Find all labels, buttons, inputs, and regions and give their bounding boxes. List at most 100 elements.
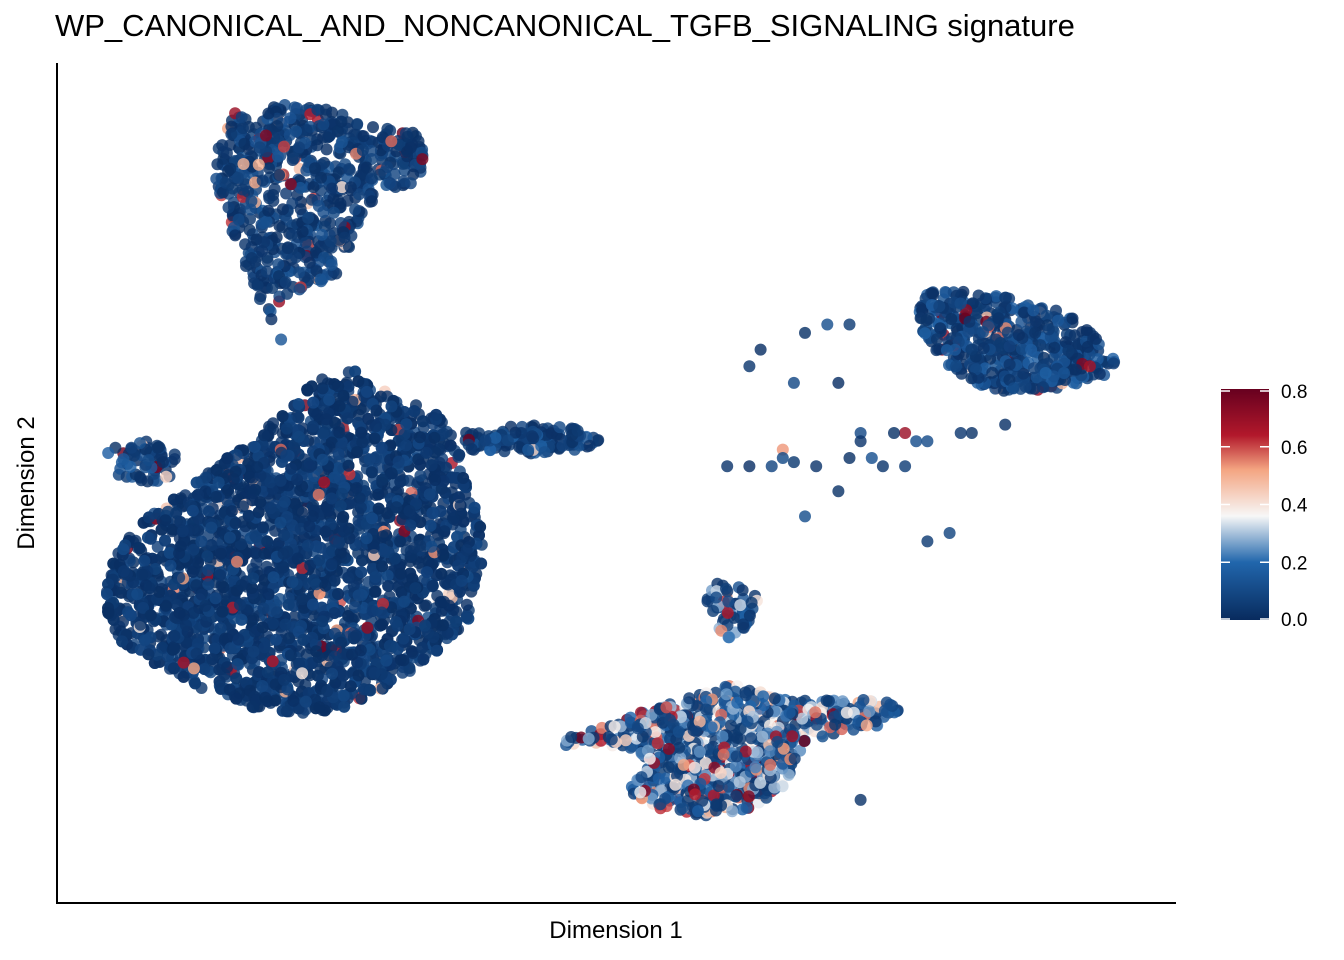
data-point bbox=[278, 529, 291, 542]
data-point bbox=[273, 593, 286, 605]
data-point bbox=[553, 421, 566, 434]
data-point bbox=[116, 635, 129, 648]
data-point bbox=[231, 555, 243, 568]
data-point bbox=[292, 411, 305, 424]
data-point bbox=[168, 629, 181, 642]
data-point bbox=[1062, 344, 1075, 357]
data-point bbox=[450, 615, 463, 628]
data-point bbox=[261, 666, 274, 679]
data-point bbox=[484, 444, 497, 457]
data-point bbox=[270, 231, 283, 244]
data-point bbox=[417, 653, 430, 666]
data-point bbox=[306, 510, 319, 523]
data-point bbox=[351, 118, 364, 130]
data-point bbox=[278, 140, 290, 153]
data-point bbox=[425, 459, 438, 472]
data-point bbox=[348, 601, 361, 614]
data-point bbox=[366, 605, 379, 617]
data-point bbox=[432, 528, 444, 541]
data-point bbox=[280, 422, 293, 435]
data-point bbox=[963, 315, 976, 328]
data-point bbox=[109, 623, 122, 636]
data-point bbox=[276, 410, 289, 423]
data-point bbox=[138, 554, 151, 567]
data-point bbox=[264, 476, 277, 489]
data-point bbox=[334, 500, 347, 512]
chart-title: WP_CANONICAL_AND_NONCANONICAL_TGFB_SIGNA… bbox=[55, 8, 1075, 43]
data-point bbox=[334, 546, 347, 559]
data-point bbox=[389, 552, 401, 565]
data-point bbox=[1068, 329, 1081, 342]
data-point bbox=[1080, 324, 1093, 337]
data-point bbox=[202, 505, 215, 518]
data-point bbox=[455, 574, 468, 587]
data-point bbox=[174, 515, 187, 528]
data-point bbox=[166, 523, 179, 536]
data-point bbox=[962, 325, 975, 338]
data-point bbox=[363, 643, 376, 656]
data-point bbox=[990, 290, 1003, 303]
data-point bbox=[360, 161, 373, 174]
data-point bbox=[230, 449, 243, 461]
data-point bbox=[248, 277, 261, 290]
data-point bbox=[274, 516, 287, 529]
data-point bbox=[167, 493, 180, 506]
data-point bbox=[1107, 357, 1120, 370]
data-point bbox=[303, 256, 316, 269]
data-point bbox=[254, 496, 267, 509]
data-point bbox=[356, 436, 369, 449]
data-point bbox=[372, 488, 385, 501]
data-point bbox=[986, 366, 999, 379]
data-point bbox=[352, 589, 365, 602]
data-point bbox=[475, 557, 488, 570]
data-point bbox=[479, 434, 492, 447]
data-point bbox=[489, 431, 502, 444]
data-point bbox=[474, 520, 487, 533]
data-point bbox=[127, 576, 140, 589]
data-point bbox=[335, 115, 348, 128]
data-point bbox=[352, 669, 365, 682]
data-point bbox=[294, 181, 307, 194]
data-point bbox=[376, 682, 389, 695]
data-point bbox=[395, 586, 408, 599]
data-point bbox=[310, 578, 323, 591]
data-point bbox=[159, 534, 171, 547]
data-point bbox=[369, 571, 382, 584]
data-point bbox=[501, 434, 514, 447]
data-point bbox=[244, 213, 256, 225]
data-point bbox=[259, 691, 272, 704]
data-point bbox=[221, 661, 234, 674]
data-point bbox=[1093, 367, 1106, 380]
data-point bbox=[280, 449, 293, 462]
data-point bbox=[375, 606, 388, 619]
data-point bbox=[378, 545, 390, 558]
data-point bbox=[138, 634, 151, 647]
data-point bbox=[102, 447, 115, 459]
data-point bbox=[271, 150, 284, 163]
data-point bbox=[270, 633, 282, 646]
data-point bbox=[271, 606, 283, 619]
data-point bbox=[221, 484, 234, 497]
data-point bbox=[167, 662, 180, 675]
data-point bbox=[192, 524, 205, 537]
data-point bbox=[224, 162, 237, 175]
data-point bbox=[344, 680, 357, 693]
data-point bbox=[209, 592, 222, 605]
data-point bbox=[180, 619, 192, 632]
data-point bbox=[144, 532, 157, 545]
data-point bbox=[208, 642, 221, 655]
data-point bbox=[210, 464, 223, 476]
data-point bbox=[267, 617, 279, 630]
data-point bbox=[404, 177, 417, 190]
data-point bbox=[235, 613, 248, 626]
data-point bbox=[460, 544, 473, 557]
data-point bbox=[192, 488, 205, 501]
data-point bbox=[213, 675, 226, 688]
data-point bbox=[338, 231, 351, 244]
data-point bbox=[404, 519, 417, 532]
data-point bbox=[1001, 326, 1014, 339]
data-point bbox=[275, 333, 288, 346]
data-point bbox=[248, 441, 261, 453]
data-point bbox=[281, 287, 294, 300]
data-point bbox=[267, 571, 280, 584]
